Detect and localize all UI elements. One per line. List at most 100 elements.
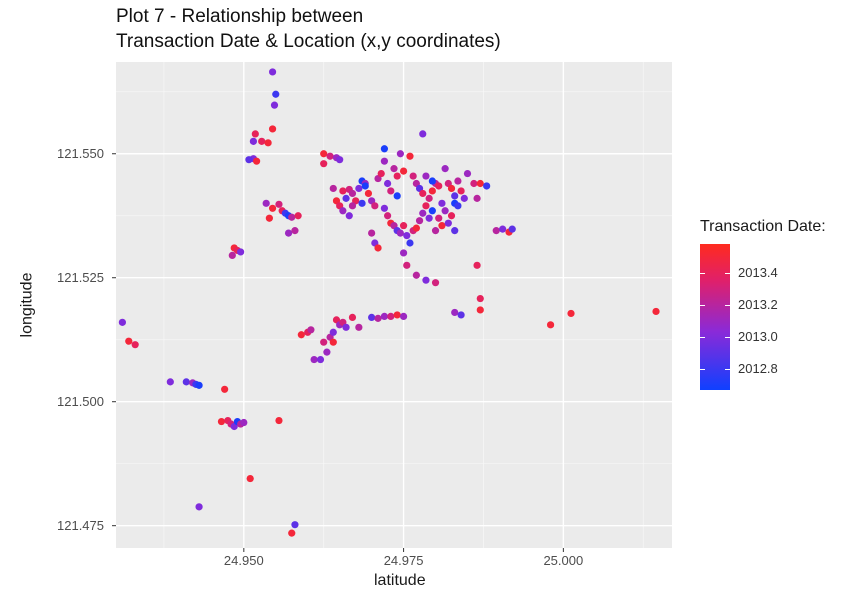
data-point bbox=[396, 229, 404, 237]
data-point bbox=[288, 213, 296, 221]
data-point bbox=[345, 212, 353, 220]
data-point bbox=[251, 130, 259, 138]
data-point bbox=[476, 294, 484, 303]
y-axis-title: longitude bbox=[18, 272, 36, 338]
data-points bbox=[118, 68, 660, 537]
y-tick-label: 121.500 bbox=[57, 393, 104, 409]
data-point bbox=[406, 152, 414, 160]
x-axis-title: latitude bbox=[374, 572, 426, 589]
data-point bbox=[393, 311, 401, 319]
data-point bbox=[451, 227, 459, 235]
data-point bbox=[228, 251, 236, 260]
data-point bbox=[131, 341, 139, 349]
data-point bbox=[428, 187, 436, 195]
data-point bbox=[316, 355, 325, 364]
data-point bbox=[476, 179, 484, 188]
x-tick-label: 25.000 bbox=[543, 553, 584, 568]
y-tick-label: 121.550 bbox=[57, 145, 104, 161]
data-point bbox=[483, 182, 491, 190]
data-point bbox=[419, 189, 427, 198]
data-point bbox=[329, 184, 337, 193]
data-point bbox=[508, 225, 516, 233]
data-point bbox=[652, 307, 660, 316]
data-point bbox=[460, 194, 468, 202]
data-point bbox=[457, 311, 465, 319]
data-point bbox=[492, 227, 500, 235]
data-point bbox=[380, 145, 389, 153]
data-point bbox=[237, 248, 245, 256]
data-point bbox=[336, 156, 344, 164]
data-point bbox=[473, 261, 481, 269]
data-point bbox=[409, 172, 417, 180]
axis-ticks bbox=[112, 153, 564, 552]
data-point bbox=[463, 169, 472, 178]
data-point bbox=[291, 521, 299, 529]
data-point bbox=[435, 182, 443, 190]
data-point bbox=[339, 187, 347, 195]
data-point bbox=[403, 261, 411, 269]
chart-subtitle: Transaction Date & Location (x,y coordin… bbox=[116, 31, 501, 52]
data-point bbox=[361, 182, 369, 190]
data-point bbox=[451, 192, 459, 200]
chart-title: Plot 7 - Relationship between bbox=[116, 6, 364, 27]
data-point bbox=[422, 276, 430, 284]
x-tick-label: 24.950 bbox=[223, 553, 264, 568]
data-point bbox=[380, 312, 389, 321]
data-point bbox=[435, 214, 443, 222]
data-point bbox=[368, 229, 376, 237]
data-point bbox=[399, 249, 408, 257]
data-point bbox=[476, 306, 484, 314]
legend-tick-label: 2013.4 bbox=[738, 265, 778, 281]
x-tick-label: 24.975 bbox=[383, 553, 424, 568]
data-point bbox=[374, 314, 382, 322]
data-point bbox=[358, 199, 366, 207]
data-point bbox=[294, 212, 302, 220]
data-point bbox=[387, 312, 395, 321]
data-point bbox=[454, 177, 462, 185]
data-point bbox=[396, 150, 404, 158]
data-point bbox=[451, 308, 459, 317]
data-point bbox=[380, 157, 389, 165]
data-point bbox=[355, 184, 363, 193]
data-point bbox=[364, 189, 373, 198]
data-point bbox=[320, 160, 328, 168]
legend-tick-label: 2012.8 bbox=[738, 360, 778, 376]
data-point bbox=[390, 165, 398, 173]
data-point bbox=[399, 222, 408, 230]
data-point bbox=[441, 165, 449, 173]
data-point bbox=[339, 207, 347, 215]
data-point bbox=[272, 90, 280, 98]
data-point bbox=[425, 194, 433, 202]
data-point bbox=[406, 239, 414, 247]
data-point bbox=[118, 318, 126, 326]
legend-title: Transaction Date: bbox=[700, 218, 826, 235]
data-point bbox=[195, 381, 203, 389]
data-point bbox=[348, 313, 357, 321]
data-point bbox=[399, 312, 408, 321]
data-point bbox=[348, 189, 357, 198]
data-point bbox=[368, 313, 376, 321]
data-point bbox=[307, 326, 315, 334]
data-point bbox=[268, 204, 277, 212]
data-point bbox=[125, 337, 133, 345]
data-point bbox=[419, 130, 427, 138]
data-point bbox=[546, 321, 555, 329]
data-point bbox=[499, 225, 507, 233]
legend-tick-label: 2013.2 bbox=[738, 297, 778, 313]
data-point bbox=[262, 199, 270, 207]
data-point bbox=[221, 385, 229, 393]
data-point bbox=[246, 474, 254, 483]
data-point bbox=[166, 378, 174, 386]
data-point bbox=[473, 194, 481, 202]
data-point bbox=[320, 338, 328, 346]
data-point bbox=[422, 172, 430, 180]
data-point bbox=[182, 378, 190, 386]
legend-tick-label: 2013.0 bbox=[738, 328, 778, 344]
data-point bbox=[268, 68, 277, 76]
data-point bbox=[264, 139, 272, 147]
data-point bbox=[329, 338, 337, 346]
data-point bbox=[454, 202, 462, 210]
data-point bbox=[447, 184, 456, 193]
data-point bbox=[470, 179, 478, 188]
